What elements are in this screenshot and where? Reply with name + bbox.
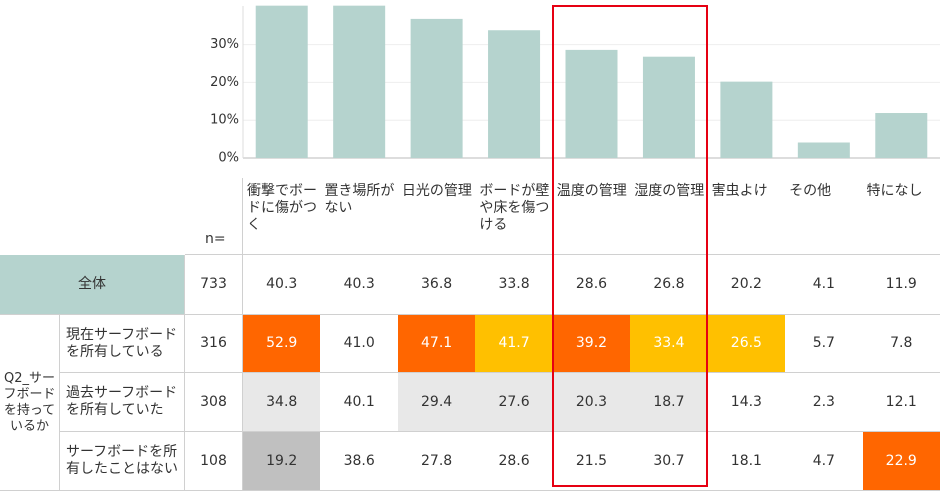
value-cell: 52.9 bbox=[243, 315, 322, 373]
value-cell: 12.1 bbox=[862, 373, 940, 432]
value-cell: 26.8 bbox=[630, 255, 709, 315]
group-label: Q2_サーフボードを持っているか bbox=[0, 315, 60, 491]
highlight-frame bbox=[552, 5, 708, 487]
value-cell: 18.1 bbox=[707, 432, 787, 491]
value-cell: 40.3 bbox=[243, 255, 322, 315]
value-cell: 38.6 bbox=[320, 432, 399, 491]
row-label: 過去サーフボードを所有していた bbox=[60, 373, 185, 432]
value-cell: 11.9 bbox=[862, 255, 940, 315]
bar bbox=[333, 5, 386, 158]
value-cell: 19.2 bbox=[243, 432, 322, 491]
value-cell: 28.6 bbox=[475, 432, 554, 491]
value-cell: 41.7 bbox=[475, 315, 554, 373]
n-cell: 733 bbox=[185, 255, 243, 315]
column-header: 日光の管理 bbox=[397, 178, 477, 255]
value-cell: 5.7 bbox=[785, 315, 864, 373]
column-header: 衝撃でボードに傷がつく bbox=[243, 178, 322, 255]
value-cell: 41.0 bbox=[320, 315, 399, 373]
n-cell: 308 bbox=[185, 373, 243, 432]
column-header: 特になし bbox=[862, 178, 940, 255]
value-cell: 20.3 bbox=[552, 373, 632, 432]
value-cell: 39.2 bbox=[552, 315, 632, 373]
bar bbox=[565, 49, 618, 158]
n-cell: 316 bbox=[185, 315, 243, 373]
bar bbox=[642, 56, 695, 158]
bar bbox=[255, 5, 308, 158]
chart: 0% 10% 20% 30% bbox=[210, 5, 940, 166]
column-header: 置き場所がない bbox=[320, 178, 399, 255]
row-label: サーフボードを所有したことはない bbox=[60, 432, 185, 491]
bar bbox=[797, 142, 850, 158]
value-cell: 27.8 bbox=[397, 432, 477, 491]
column-header: 害虫よけ bbox=[707, 178, 787, 255]
value-cell: 28.6 bbox=[552, 255, 632, 315]
y-tick-label: 20% bbox=[210, 75, 239, 90]
y-tick-label: 30% bbox=[210, 37, 239, 52]
bar bbox=[875, 113, 928, 158]
value-cell: 20.2 bbox=[707, 255, 787, 315]
value-cell: 2.3 bbox=[785, 373, 864, 432]
column-header: ボードが壁や床を傷つける bbox=[475, 178, 554, 255]
column-header: その他 bbox=[785, 178, 864, 255]
n-cell: 108 bbox=[185, 432, 243, 491]
value-cell: 33.8 bbox=[475, 255, 554, 315]
row-label: 現在サーフボードを所有している bbox=[60, 315, 185, 373]
value-cell: 26.5 bbox=[707, 315, 787, 373]
value-cell: 34.8 bbox=[243, 373, 322, 432]
column-header: 湿度の管理 bbox=[630, 178, 709, 255]
value-cell: 40.3 bbox=[320, 255, 399, 315]
value-cell: 14.3 bbox=[707, 373, 787, 432]
value-cell: 18.7 bbox=[630, 373, 709, 432]
value-cell: 4.1 bbox=[785, 255, 864, 315]
value-cell: 27.6 bbox=[475, 373, 554, 432]
n-header: n= bbox=[185, 178, 243, 255]
value-cell: 33.4 bbox=[630, 315, 709, 373]
value-cell: 47.1 bbox=[397, 315, 477, 373]
y-tick-label: 10% bbox=[210, 113, 239, 128]
value-cell: 36.8 bbox=[397, 255, 477, 315]
value-cell: 22.9 bbox=[862, 432, 940, 491]
value-cell: 40.1 bbox=[320, 373, 399, 432]
bar bbox=[488, 30, 541, 158]
value-cell: 4.7 bbox=[785, 432, 864, 491]
column-header: 温度の管理 bbox=[552, 178, 632, 255]
value-cell: 7.8 bbox=[862, 315, 940, 373]
value-cell: 29.4 bbox=[397, 373, 477, 432]
y-tick-label: 0% bbox=[218, 151, 239, 166]
bar bbox=[410, 18, 463, 158]
bar bbox=[720, 81, 773, 158]
total-label: 全体 bbox=[0, 255, 185, 315]
